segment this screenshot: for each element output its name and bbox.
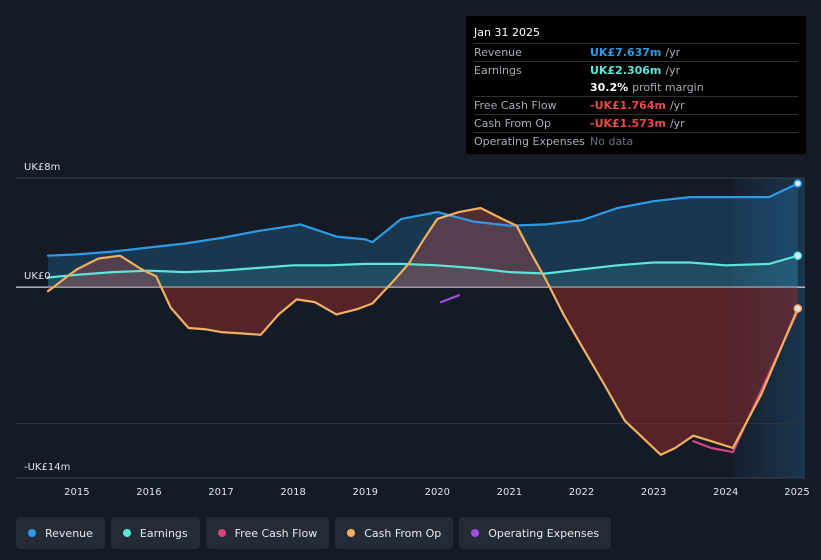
legend-item-revenue[interactable]: Revenue: [16, 517, 105, 549]
tooltip-row-unit: /yr: [665, 46, 681, 59]
x-tick-label: 2015: [64, 487, 89, 498]
tooltip-row: Operating Expenses No data: [474, 132, 798, 150]
legend-item-earnings[interactable]: Earnings: [110, 517, 200, 549]
legend-label: Operating Expenses: [488, 526, 600, 540]
tooltip-row-label: [474, 79, 590, 96]
y-label-bottom: -UK£14m: [24, 462, 70, 473]
operating-expenses-line: [439, 294, 460, 304]
cash-from-op-line: [46, 206, 799, 456]
legend-label: Revenue: [45, 526, 93, 540]
tooltip-row-unit: /yr: [665, 64, 681, 77]
tooltip-row-unit: /yr: [669, 117, 685, 130]
y-label-zero: UK£0: [24, 271, 51, 282]
x-tick-label: 2020: [425, 487, 450, 498]
legend-dot-icon: [28, 529, 36, 537]
tooltip-row-unit: profit margin: [632, 81, 704, 94]
x-tick-label: 2019: [352, 487, 377, 498]
tooltip-row: Revenue UK£7.637m/yr: [474, 43, 798, 61]
tooltip-row-value: -UK£1.764m: [590, 99, 666, 112]
legend-item-cash-from-op[interactable]: Cash From Op: [335, 517, 454, 549]
tooltip-row-value: UK£7.637m: [590, 46, 662, 59]
revenue-line: [46, 182, 799, 257]
legend-dot-icon: [471, 529, 480, 537]
x-tick-label: 2016: [136, 487, 161, 498]
tooltip-row: Earnings UK£2.306m/yr: [474, 61, 798, 79]
x-tick-label: 2023: [641, 487, 666, 498]
y-label-top: UK£8m: [24, 162, 60, 173]
earnings-area: [48, 255, 798, 288]
x-tick-label: 2017: [208, 487, 233, 498]
tooltip-row-value: No data: [590, 135, 634, 148]
tooltip-row-value: 30.2%: [590, 81, 629, 94]
revenue-area: [48, 183, 798, 288]
x-tick-label: 2022: [569, 487, 594, 498]
legend: Revenue Earnings Free Cash Flow Cash From O…: [16, 517, 612, 549]
tooltip-row: 30.2% profit margin: [474, 79, 798, 96]
tooltip-date: Jan 31 2025: [474, 26, 540, 39]
x-tick-label: 2025: [784, 487, 809, 498]
legend-dot-icon: [122, 529, 131, 537]
earnings-end-marker: [793, 251, 803, 260]
legend-item-operating-expenses[interactable]: Operating Expenses: [459, 517, 612, 549]
tooltip-panel: Jan 31 2025 Revenue UK£7.637m/yr Earnings U…: [466, 16, 806, 154]
x-tick-label: 2024: [713, 487, 738, 498]
tooltip-row-label: Revenue: [474, 46, 522, 59]
legend-label: Cash From Op: [364, 526, 442, 540]
legend-dot-icon: [217, 529, 226, 537]
tooltip-row-value: UK£2.306m: [590, 64, 662, 77]
legend-dot-icon: [347, 529, 356, 537]
tooltip-row: Cash From Op -UK£1.573m/yr: [474, 114, 798, 132]
legend-item-free-cash-flow[interactable]: Free Cash Flow: [205, 517, 330, 549]
revenue-end-marker: [793, 179, 803, 188]
tooltip-row-label: Cash From Op: [474, 117, 552, 130]
cash-from-op-area-positive: [53, 208, 550, 288]
tooltip-row-label: Earnings: [474, 64, 522, 77]
tooltip-row-value: -UK£1.573m: [590, 117, 666, 130]
tooltip-row-label: Free Cash Flow: [474, 99, 557, 112]
cash-from-op-end-marker: [793, 304, 803, 313]
earnings-line: [46, 254, 799, 279]
tooltip-row-label: Operating Expenses: [474, 135, 585, 148]
tooltip-row: Free Cash Flow -UK£1.764m/yr: [474, 96, 798, 114]
cash-from-op-area-negative: [48, 287, 798, 455]
legend-label: Earnings: [139, 526, 188, 540]
x-tick-label: 2018: [280, 487, 305, 498]
legend-label: Free Cash Flow: [234, 526, 318, 540]
x-tick-label: 2021: [497, 487, 522, 498]
tooltip-row-unit: /yr: [669, 99, 685, 112]
